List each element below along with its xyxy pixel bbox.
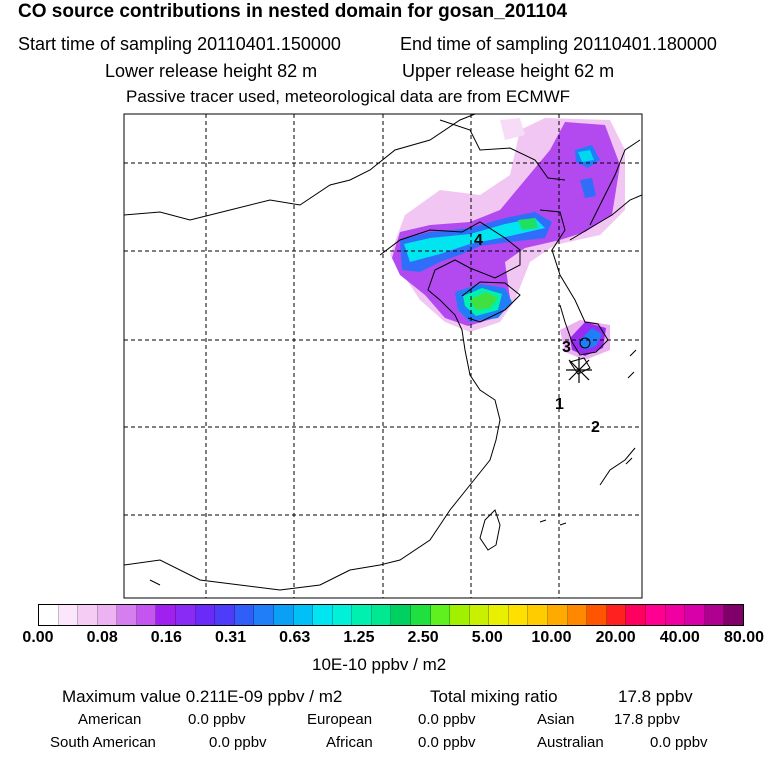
region-value-american: 0.0 ppbv [188, 711, 246, 728]
source-circle [579, 337, 591, 349]
map-label-4: 4 [474, 232, 483, 249]
region-name-south-american: South American [50, 734, 156, 751]
colorbar-swatch [156, 605, 177, 625]
colorbar-swatch [117, 605, 137, 625]
colorbar-swatch [645, 605, 666, 625]
colorbar-swatch [685, 605, 705, 625]
sampling-end: End time of sampling 20110401.180000 [400, 34, 717, 54]
colorbar-swatch [234, 605, 255, 625]
colorbar-swatch [450, 605, 470, 625]
map-label-3: 3 [562, 339, 571, 356]
colorbar-swatch [352, 605, 372, 625]
colorbar-tick-label: 80.00 [723, 629, 765, 646]
region-name-asian: Asian [537, 711, 575, 728]
colorbar-swatch [176, 605, 196, 625]
colorbar-swatch [724, 605, 743, 625]
colorbar-tick-label: 5.00 [471, 629, 503, 646]
region-value-australian: 0.0 ppbv [650, 734, 708, 751]
colorbar-swatch [391, 605, 411, 625]
colorbar-swatch [332, 605, 353, 625]
map-label-2: 2 [591, 419, 600, 436]
tracer-info: Passive tracer used, meteorological data… [126, 87, 571, 106]
total-mixing-label: Total mixing ratio [430, 687, 558, 706]
colorbar-swatch [410, 605, 431, 625]
colorbar-swatch [313, 605, 333, 625]
colorbar-tick-label: 10.00 [531, 629, 572, 646]
colorbar-swatch [626, 605, 646, 625]
release-lower: Lower release height 82 m [105, 61, 318, 81]
colorbar-tick-label: 0.08 [86, 629, 118, 646]
max-value: Maximum value 0.211E-09 ppbv / m2 [62, 687, 343, 706]
colorbar-tick-label: 0.16 [150, 629, 182, 646]
colorbar [38, 604, 744, 626]
release-upper: Upper release height 62 m [402, 61, 615, 81]
coastlines [124, 114, 642, 591]
colorbar-swatch [136, 605, 157, 625]
colorbar-swatch [273, 605, 294, 625]
region-value-european: 0.0 ppbv [418, 711, 476, 728]
colorbar-swatch [704, 605, 725, 625]
region-value-african: 0.0 ppbv [418, 734, 476, 751]
receptor-marker [566, 357, 592, 383]
colorbar-swatch [469, 605, 490, 625]
colorbar-swatch [58, 605, 79, 625]
region-name-australian: Australian [537, 734, 604, 751]
colorbar-swatch [508, 605, 529, 625]
colorbar-tick-label: 0.31 [214, 629, 247, 646]
region-value-asian: 17.8 ppbv [614, 711, 680, 728]
plot-title: CO source contributions in nested domain… [18, 1, 568, 22]
colorbar-swatch [215, 605, 235, 625]
colorbar-swatch [587, 605, 607, 625]
colorbar-swatch [371, 605, 392, 625]
region-name-european: European [307, 711, 373, 728]
graticule [124, 114, 642, 598]
map-label-1: 1 [555, 396, 564, 413]
sampling-start: Start time of sampling 20110401.150000 [18, 34, 341, 54]
colorbar-tick-label: 40.00 [659, 629, 700, 646]
total-mixing-value: 17.8 ppbv [618, 687, 693, 706]
map-panel: 4 3 1 2 [123, 113, 643, 599]
colorbar-swatch [548, 605, 568, 625]
colorbar-tick-label: 2.50 [407, 629, 439, 646]
colorbar-swatch [528, 605, 549, 625]
colorbar-swatch [567, 605, 588, 625]
region-name-american: American [78, 711, 142, 728]
colorbar-tick-label: 20.00 [595, 629, 636, 646]
colorbar-swatch [254, 605, 274, 625]
map-frame [123, 113, 643, 599]
colorbar-swatch [665, 605, 686, 625]
region-value-south-american: 0.0 ppbv [209, 734, 267, 751]
colorbar-swatch [78, 605, 98, 625]
colorbar-swatch [97, 605, 118, 625]
colorbar-tick-label: 1.25 [343, 629, 375, 646]
colorbar-swatch [195, 605, 216, 625]
colorbar-swatch [430, 605, 451, 625]
colorbar-swatch [293, 605, 314, 625]
colorbar-swatch [489, 605, 509, 625]
colorbar-swatch [39, 605, 59, 625]
colorbar-tick-label: 0.00 [22, 629, 54, 646]
colorbar-tick-label: 0.63 [279, 629, 311, 646]
colorbar-swatch [606, 605, 627, 625]
region-name-african: African [326, 734, 373, 751]
colorbar-unit: 10E-10 ppbv / m2 [312, 655, 447, 674]
concentration-plume [390, 118, 625, 360]
